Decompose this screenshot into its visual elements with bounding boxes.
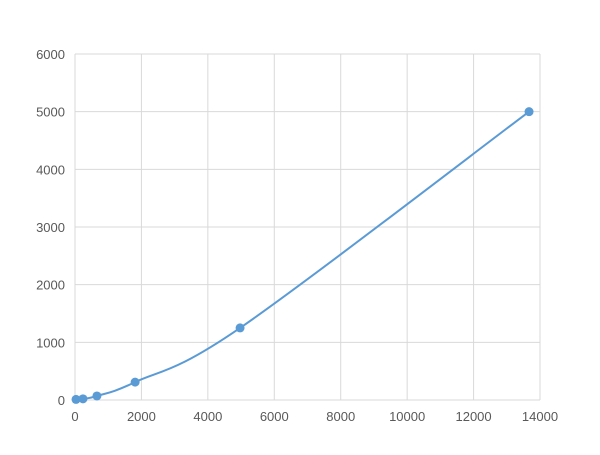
y-tick-label: 5000 <box>36 105 65 120</box>
y-tick-label: 4000 <box>36 162 65 177</box>
data-point <box>235 323 245 333</box>
data-point <box>524 107 534 117</box>
data-point <box>130 377 140 387</box>
x-tick-label: 8000 <box>326 409 355 424</box>
x-axis-ticks: 0 2000 4000 6000 8000 10000 12000 14000 <box>71 409 558 424</box>
x-tick-label: 6000 <box>260 409 289 424</box>
grid <box>74 53 541 401</box>
y-axis-ticks: 0 1000 2000 3000 4000 5000 6000 <box>36 47 65 408</box>
x-tick-label: 2000 <box>127 409 156 424</box>
data-point <box>92 391 102 401</box>
y-tick-label: 2000 <box>36 278 65 293</box>
data-point <box>78 394 88 404</box>
y-tick-label: 3000 <box>36 220 65 235</box>
x-tick-label: 14000 <box>522 409 558 424</box>
y-tick-label: 0 <box>58 393 65 408</box>
x-tick-label: 4000 <box>193 409 222 424</box>
data-point <box>71 394 81 404</box>
y-tick-label: 6000 <box>36 47 65 62</box>
series <box>71 107 534 404</box>
x-tick-label: 12000 <box>455 409 491 424</box>
series-line <box>75 110 530 401</box>
x-tick-label: 10000 <box>389 409 425 424</box>
x-tick-label: 0 <box>71 409 78 424</box>
y-tick-label: 1000 <box>36 335 65 350</box>
